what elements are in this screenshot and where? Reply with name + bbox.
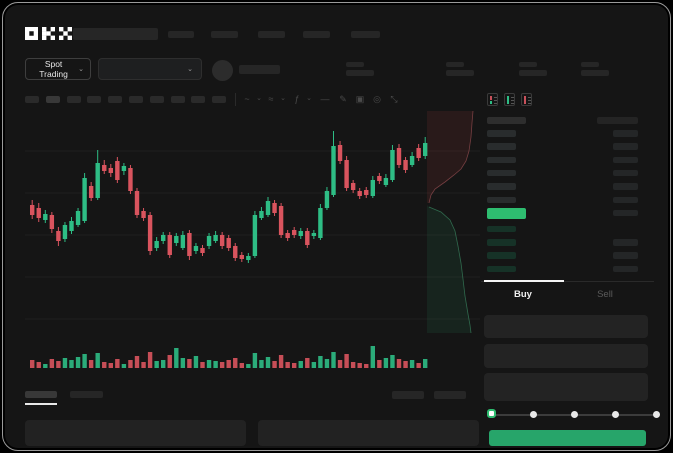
orderbook-header-skeleton	[487, 117, 526, 124]
line-tools-icon[interactable]: —	[320, 94, 330, 104]
chevron-down-icon[interactable]: ⌄	[280, 95, 286, 102]
orderbook-amount-skeleton	[613, 130, 638, 137]
chevron-down-icon[interactable]: ⌄	[256, 95, 262, 102]
timeframe-button-skeleton[interactable]	[170, 96, 185, 103]
stat-value-skeleton	[446, 70, 474, 76]
okx-logo[interactable]	[25, 27, 95, 41]
bid-row-skeleton[interactable]	[487, 265, 516, 273]
nav-link-skeleton[interactable]	[351, 31, 380, 38]
tab-buy[interactable]: Buy	[514, 289, 532, 300]
slider-step-dot[interactable]	[611, 411, 619, 418]
chart-style-icon[interactable]: ~	[244, 94, 250, 104]
order-input-skeleton[interactable]	[484, 344, 648, 368]
coin-avatar	[212, 60, 233, 81]
nav-link-skeleton[interactable]	[303, 31, 330, 38]
orders-tab-active-skeleton[interactable]	[25, 391, 57, 398]
ask-row-skeleton[interactable]	[487, 183, 516, 190]
pair-selector-dropdown[interactable]: ⌄	[98, 58, 202, 80]
book-bids-icon[interactable]	[504, 93, 515, 106]
slider-step-dot[interactable]	[529, 411, 537, 418]
timeframe-button-skeleton[interactable]	[212, 96, 227, 103]
nav-search-skeleton[interactable]	[73, 28, 158, 40]
ask-row-skeleton[interactable]	[487, 156, 516, 164]
stat-label-skeleton	[346, 62, 364, 67]
stat-label-skeleton	[581, 62, 599, 67]
orderbook-amount-skeleton	[613, 239, 638, 246]
orderbook-amount-skeleton	[613, 183, 638, 190]
settings-icon[interactable]: ◎	[373, 94, 381, 104]
book-both-icon[interactable]	[487, 93, 498, 106]
timeframe-button-skeleton[interactable]	[66, 96, 81, 103]
draw-icon[interactable]: ✎	[339, 94, 347, 104]
timeframe-button-skeleton[interactable]	[108, 96, 123, 103]
stat-value-skeleton	[519, 70, 547, 76]
order-input-skeleton[interactable]	[484, 373, 648, 401]
timeframe-button-skeleton[interactable]	[45, 96, 60, 103]
orderbook-amount-skeleton	[613, 143, 638, 150]
orders-table-skeleton	[25, 420, 246, 446]
ask-row-skeleton[interactable]	[487, 130, 516, 137]
book-asks-icon[interactable]	[521, 93, 532, 106]
bid-row-skeleton[interactable]	[487, 252, 516, 259]
ask-row-skeleton[interactable]	[487, 143, 516, 150]
pair-name-skeleton	[239, 65, 280, 74]
orders-table-skeleton	[258, 420, 479, 446]
slider-handle[interactable]	[487, 409, 496, 418]
nav-link-skeleton[interactable]	[211, 31, 238, 38]
buy-submit-button[interactable]	[489, 430, 646, 446]
orderbook-amount-skeleton	[613, 196, 638, 203]
chevron-down-icon: ⌄	[187, 65, 193, 73]
orderbook-amount-skeleton	[613, 265, 638, 273]
orderbook-amount-skeleton	[613, 209, 638, 217]
nav-link-skeleton[interactable]	[168, 31, 194, 38]
ask-row-skeleton[interactable]	[487, 169, 516, 177]
orderbook-amount-skeleton	[613, 156, 638, 164]
timeframe-button-skeleton[interactable]	[129, 96, 143, 103]
stat-label-skeleton	[446, 62, 464, 67]
fullscreen-icon[interactable]: ⤡	[390, 94, 398, 104]
slider-step-dot[interactable]	[652, 411, 660, 418]
orderbook-amount-skeleton	[613, 252, 638, 259]
orders-filter-skeleton[interactable]	[392, 391, 424, 399]
orders-tab-skeleton[interactable]	[70, 391, 103, 398]
slider-step-dot[interactable]	[570, 411, 578, 418]
last-price-bar[interactable]	[487, 208, 526, 219]
timeframe-button-skeleton[interactable]	[149, 96, 164, 103]
timeframe-button-skeleton[interactable]	[25, 96, 39, 103]
timeframe-button-skeleton[interactable]	[191, 96, 206, 103]
bid-row-skeleton[interactable]	[487, 239, 516, 246]
orders-tab-underline	[25, 403, 57, 405]
chevron-down-icon[interactable]: ⌄	[306, 95, 312, 102]
orders-filter-skeleton[interactable]	[434, 391, 466, 399]
nav-link-skeleton[interactable]	[258, 31, 285, 38]
timeframe-button-skeleton[interactable]	[87, 96, 102, 103]
orderbook-amount-skeleton	[613, 169, 638, 177]
market-type-selector[interactable]: Spot Trading ⌄	[25, 58, 91, 80]
indicators-icon[interactable]: ƒ	[294, 94, 300, 104]
snapshot-icon[interactable]: ▣	[355, 94, 365, 104]
bid-row-skeleton[interactable]	[487, 225, 516, 233]
orderbook-header-skeleton	[597, 117, 638, 124]
chart-style-alt-icon[interactable]: ≈	[268, 94, 274, 104]
buy-tab-indicator	[484, 280, 564, 282]
ask-row-skeleton[interactable]	[487, 196, 516, 203]
stat-value-skeleton	[581, 70, 609, 76]
stat-value-skeleton	[346, 70, 374, 76]
divider	[235, 93, 236, 106]
market-type-label: Spot Trading	[39, 59, 68, 79]
stat-label-skeleton	[519, 62, 537, 67]
order-input-skeleton[interactable]	[484, 315, 648, 338]
tab-sell[interactable]: Sell	[597, 289, 613, 300]
divider	[481, 281, 654, 282]
chevron-down-icon: ⌄	[78, 65, 84, 73]
